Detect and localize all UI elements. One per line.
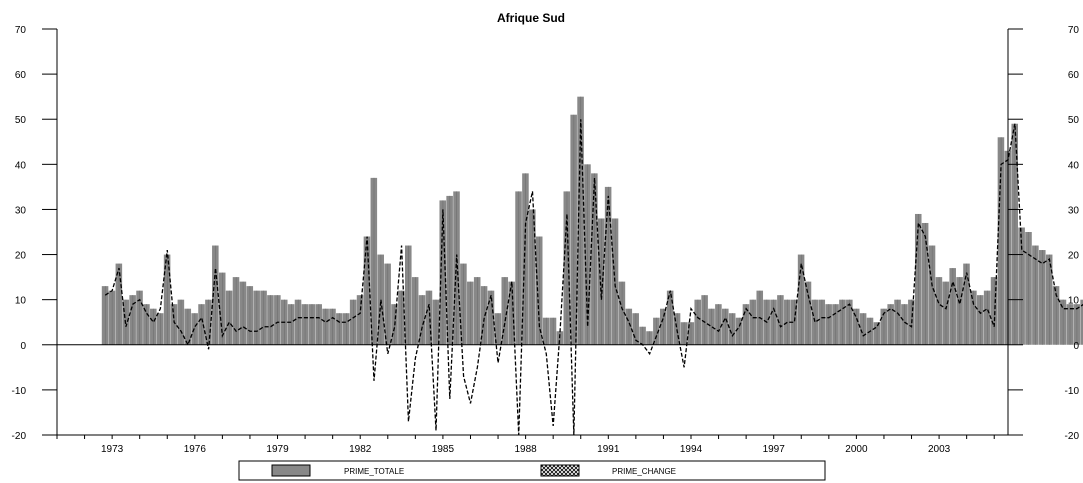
y-tick-label-left: 20	[15, 251, 27, 262]
x-tick-label: 1973	[101, 444, 124, 455]
y-tick-label-right: 70	[1068, 25, 1080, 36]
y-tick-label-right: -10	[1065, 386, 1080, 397]
chart-title: Afrique Sud	[497, 11, 565, 25]
legend-box	[238, 460, 826, 481]
legend: PRIME_TOTALE PRIME_CHANGE	[238, 460, 826, 481]
x-tick-label: 2000	[845, 444, 868, 455]
legend-swatch-prime-totale	[271, 464, 311, 477]
y-tick-label-left: 40	[15, 160, 27, 171]
y-tick-label-right: 30	[1068, 205, 1080, 216]
y-tick-label-right: -20	[1065, 431, 1080, 442]
y-tick-label-left: 70	[15, 25, 27, 36]
x-tick-label: 1976	[184, 444, 207, 455]
plot-area	[57, 96, 1083, 436]
bar-prime-totale	[1080, 299, 1083, 345]
x-tick-label: 1985	[432, 444, 455, 455]
y-tick-label-left: 0	[20, 341, 26, 352]
y-tick-label-left: 60	[15, 70, 27, 81]
line-prime-change	[104, 119, 1083, 436]
y-tick-label-right: 20	[1068, 251, 1080, 262]
y-tick-label-right: 50	[1068, 115, 1080, 126]
x-tick-label: 1979	[266, 444, 289, 455]
x-tick-label: 1988	[514, 444, 537, 455]
legend-label-prime-change: PRIME_CHANGE	[612, 467, 676, 476]
y-tick-label-left: 50	[15, 115, 27, 126]
y-tick-label-right: 0	[1073, 341, 1079, 352]
y-tick-label-left: 10	[15, 296, 27, 307]
y-tick-label-left: -20	[12, 431, 27, 442]
y-tick-label-left: -10	[12, 386, 27, 397]
x-tick-label: 1991	[597, 444, 620, 455]
y-tick-label-right: 40	[1068, 160, 1080, 171]
x-tick-label: 1997	[763, 444, 786, 455]
y-tick-label-left: 30	[15, 205, 27, 216]
x-tick-label: 1982	[349, 444, 372, 455]
x-tick-label: 2003	[928, 444, 951, 455]
x-tick-label: 1994	[680, 444, 703, 455]
legend-label-prime-totale: PRIME_TOTALE	[344, 467, 404, 476]
y-tick-label-right: 60	[1068, 70, 1080, 81]
axes: -20 -20 -10 -10 0 0 10 10 20 20 30 30 40 40 50 50 60 60 70…	[12, 25, 1080, 455]
y-tick-label-right: 10	[1068, 296, 1080, 307]
legend-swatch-prime-change	[540, 464, 580, 477]
